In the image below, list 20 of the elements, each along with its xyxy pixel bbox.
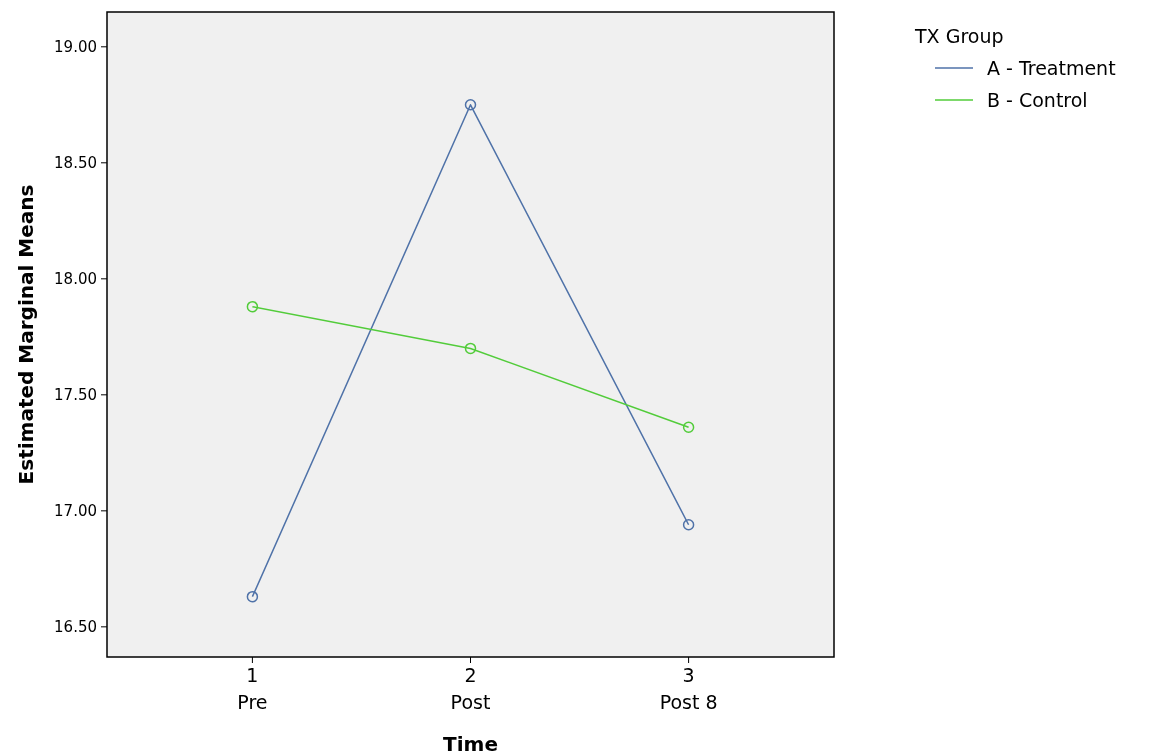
point	[464, 342, 477, 355]
y-tick-label: 16.50	[54, 618, 97, 637]
point	[246, 300, 259, 313]
x-tick-label: 1 Pre	[237, 664, 268, 713]
x-axis-title: Time	[443, 732, 498, 754]
y-tick-label: 18.50	[54, 154, 97, 173]
point	[246, 590, 259, 603]
y-tick-label: 19.00	[54, 38, 97, 57]
point	[682, 519, 695, 531]
y-tick-label: 17.50	[54, 386, 97, 405]
x-tick-label: 3 Post 8	[659, 664, 718, 713]
point	[682, 421, 695, 434]
legend-title: TX Group	[914, 24, 1004, 47]
y-tick-label: 18.00	[54, 270, 97, 289]
x-tick-label: 2 Post	[450, 664, 491, 713]
legend-label: A - Treatment	[987, 56, 1116, 79]
y-axis-title: Estimated Marginal Means	[14, 184, 38, 485]
point	[464, 99, 477, 111]
legend-label: B - Control	[987, 88, 1088, 111]
y-tick-label: 17.00	[54, 502, 97, 521]
